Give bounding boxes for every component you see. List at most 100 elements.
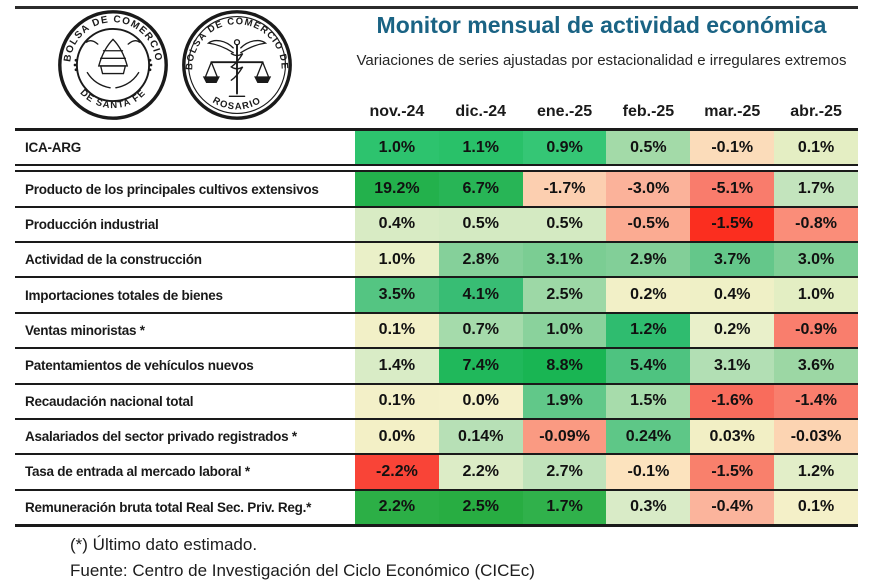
heatmap-cell: 0.5% [522,207,607,242]
heatmap-cell: 0.3% [606,490,691,524]
heatmap-cell: 2.5% [438,490,523,524]
column-header: dic.-24 [455,103,507,120]
row-label: Actividad de la construcción [15,243,355,277]
footnote: (*) Último dato estimado. [70,535,258,554]
heatmap-cell: -2.2% [355,455,439,489]
table-rule [15,417,858,420]
column-header: abr.-25 [790,103,842,120]
table-row: Ventas minoristas * 0.1% 0.7% 1.0% 1.2% 0.2% -… [15,313,858,348]
heatmap-cell: 3.6% [774,349,858,383]
heatmap-cell: 0.1% [355,313,439,348]
table-rule [15,241,858,244]
column-header: feb.-25 [622,103,675,120]
heatmap-cell: 0.24% [606,419,691,454]
row-label: Patentamientos de vehículos nuevos [15,349,355,383]
heatmap-cell: 0.1% [355,384,439,418]
heatmap-cell: 2.2% [355,490,439,524]
table-row: Producto de los principales cultivos ext… [15,172,858,206]
heatmap-cell: 3.1% [522,243,607,277]
heatmap-cell: 6.7% [438,172,523,206]
heatmap-cell: 3.1% [690,349,775,383]
table-rule [15,453,858,456]
row-label: Ventas minoristas * [15,313,355,348]
heatmap-cell: 19.2% [355,172,439,206]
column-header: mar.-25 [704,103,761,120]
heatmap-cell: 1.7% [522,490,607,524]
heatmap-cell: -0.9% [774,313,858,348]
heatmap-cell: 0.14% [438,419,523,454]
row-label: Asalariados del sector privado registrad… [15,419,355,454]
table-row: Recaudación nacional total 0.1% 0.0% 1.9% 1.… [15,384,858,418]
heatmap-cell: 0.7% [438,313,523,348]
heatmap-cell: -0.8% [774,207,858,242]
heatmap-cell: 2.8% [438,243,523,277]
heatmap-cell: 0.4% [355,207,439,242]
table-row: Producción industrial 0.4% 0.5% 0.5% -0.5% -1… [15,207,858,242]
top-divider [15,6,858,9]
heatmap-cell: 0.03% [690,419,775,454]
heatmap-cell: 7.4% [438,349,523,383]
heatmap-cell: 0.4% [690,278,775,312]
table-row: ICA-ARG 1.0% 1.1% 0.9% 0.5% -0.1% 0.1% [15,131,858,165]
heatmap-cell: -0.09% [522,419,607,454]
row-label: Recaudación nacional total [15,384,355,418]
table-rule [15,382,858,385]
heatmap-cell: 0.9% [522,131,607,165]
heatmap-cell: -0.03% [774,419,858,454]
page-subtitle: Variaciones de series ajustadas por esta… [356,52,847,69]
seal-text-bottom: ROSARIO [211,95,262,113]
table-row: Importaciones totales de bienes 3.5% 4.1% 2… [15,278,858,312]
heatmap-cell: -1.5% [690,455,775,489]
heatmap-cell: 0.5% [606,131,691,165]
heatmap-table: ICA-ARG 1.0% 1.1% 0.9% 0.5% -0.1% 0.1% Producto… [15,128,858,527]
heatmap-cell: 3.5% [355,278,439,312]
row-label: Importaciones totales de bienes [15,278,355,312]
heatmap-cell: 3.0% [774,243,858,277]
heatmap-cell: 1.0% [522,313,607,348]
beehive-emblem-icon [73,38,153,89]
heatmap-cell: 0.0% [438,384,523,418]
month-header-row: nov.-24 dic.-24 ene.-25 feb.-25 mar.-25 abr.-… [355,96,858,126]
heatmap-cell: 0.0% [355,419,439,454]
heatmap-cell: 8.8% [522,349,607,383]
heatmap-cell: 1.0% [774,278,858,312]
heatmap-cell: -3.0% [606,172,691,206]
footer-notes: (*) Último dato estimado. Fuente: Centro… [70,532,535,580]
heatmap-cell: 0.1% [774,490,858,524]
table-row: Actividad de la construcción 1.0% 2.8% 3.1%… [15,243,858,277]
source-note: Fuente: Centro de Investigación del Cicl… [70,561,535,580]
table-rule [15,205,858,208]
heatmap-cell: 1.7% [774,172,858,206]
heatmap-cell: 1.5% [606,384,691,418]
heatmap-cell: 2.5% [522,278,607,312]
header-titles: Monitor mensual de actividad económica V… [345,12,858,72]
row-label: Remuneración bruta total Real Sec. Priv.… [15,490,355,524]
heatmap-cell: -0.1% [690,131,775,165]
logo-group: BOLSA DE COMERCIO DE SANTA FE BOLSA DE C… [56,8,294,122]
table-row: Patentamientos de vehículos nuevos 1.4% 7.… [15,349,858,383]
heatmap-cell: -1.5% [690,207,775,242]
heatmap-cell: -0.1% [606,455,691,489]
heatmap-cell: -1.4% [774,384,858,418]
column-header: ene.-25 [537,103,593,120]
heatmap-cell: 4.1% [438,278,523,312]
heatmap-cell: 1.0% [355,243,439,277]
page-title: Monitor mensual de actividad económica [376,12,827,38]
heatmap-cell: 0.2% [606,278,691,312]
table-rule [15,488,858,491]
heatmap-cell: 0.1% [774,131,858,165]
heatmap-cell: 1.0% [355,131,439,165]
table-rule [15,347,858,350]
heatmap-cell: 1.9% [522,384,607,418]
row-label: ICA-ARG [15,131,355,165]
heatmap-cell: -0.4% [690,490,775,524]
bolsa-santa-fe-seal-icon: BOLSA DE COMERCIO DE SANTA FE [58,10,168,120]
table-row: Remuneración bruta total Real Sec. Priv.… [15,490,858,524]
bolsa-rosario-seal-icon: BOLSA DE COMERCIO DE ROSARIO [182,10,292,120]
heatmap-cell: 2.7% [522,455,607,489]
heatmap-cell: 0.5% [438,207,523,242]
heatmap-cell: 2.2% [438,455,523,489]
table-row: Asalariados del sector privado registrad… [15,419,858,454]
table-rule [15,523,858,527]
